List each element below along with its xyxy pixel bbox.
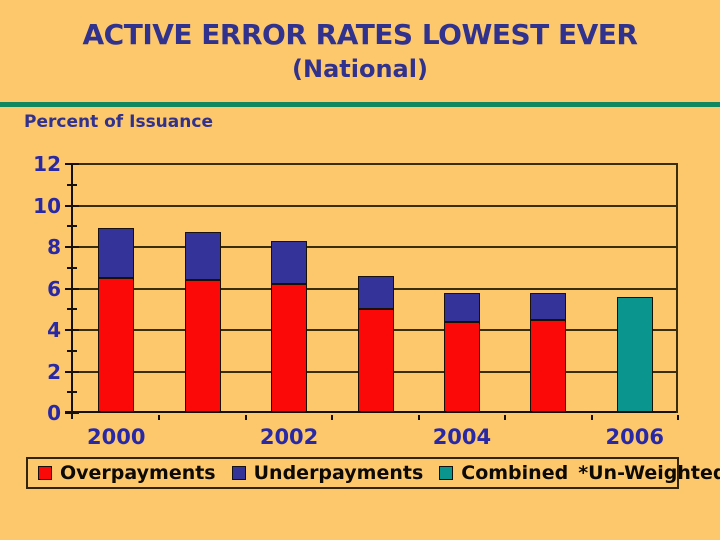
y-axis-label: 6 <box>47 276 61 301</box>
bar-segment-overpayments-2004 <box>443 321 480 413</box>
x-axis-label: 2004 <box>432 425 492 449</box>
x-axis-tick <box>331 415 334 420</box>
x-axis-tick <box>504 415 507 420</box>
bar-segment-underpayments-2005 <box>530 292 567 320</box>
underpayments-swatch-icon <box>231 466 246 480</box>
chart-legend: Overpayments Underpayments Combined *Un-… <box>26 457 720 489</box>
y-axis-label: 2 <box>47 359 61 384</box>
unweighted-note: *Un-Weighted <box>578 462 720 484</box>
bar-segment-underpayments-2003 <box>357 276 394 310</box>
x-axis-tick <box>244 415 247 420</box>
bar-segment-underpayments-2001 <box>184 232 221 281</box>
x-axis-tick <box>417 415 420 420</box>
bar-segment-overpayments-2002 <box>271 284 308 413</box>
gridline <box>73 204 678 207</box>
page-title: ACTIVE ERROR RATES LOWEST EVER <box>82 18 639 51</box>
legend-label-underpayments: Underpayments <box>253 462 424 484</box>
bar-segment-overpayments-2000 <box>98 278 135 413</box>
x-axis-label: 2002 <box>259 425 319 449</box>
legend-label-overpayments: Overpayments <box>60 462 216 484</box>
overpayments-swatch-icon <box>38 466 52 480</box>
bar-segment-overpayments-2005 <box>530 319 567 413</box>
y-axis-line <box>71 164 73 419</box>
x-axis-label: 2000 <box>86 425 146 449</box>
y-axis-label: 4 <box>47 318 61 342</box>
x-axis-label: 2006 <box>605 425 664 449</box>
y-axis-label: 12 <box>33 152 61 176</box>
x-axis-tick <box>677 415 679 420</box>
bar-segment-combined-2006 <box>616 296 653 413</box>
bar-segment-underpayments-2004 <box>443 292 480 322</box>
y-axis-label: 8 <box>47 235 61 259</box>
divider-line <box>0 102 720 107</box>
y-axis-caption: Percent of Issuance <box>24 112 213 132</box>
legend-label-combined: Combined <box>461 462 569 484</box>
bar-segment-overpayments-2001 <box>184 280 221 413</box>
y-axis-label: 10 <box>33 193 61 218</box>
gridline <box>73 246 678 248</box>
bar-chart: 0 2 4 6 8 10 12 2000 2002 2004 2006 <box>33 152 679 449</box>
bar-segment-underpayments-2002 <box>271 240 308 285</box>
combined-swatch-icon <box>439 466 454 480</box>
page-subtitle: (National) <box>292 55 428 83</box>
bar-segment-underpayments-2000 <box>98 228 135 279</box>
y-axis-label: 0 <box>47 401 61 425</box>
gridline <box>73 163 678 165</box>
bar-segment-overpayments-2003 <box>357 309 394 413</box>
x-axis-line <box>65 411 678 413</box>
x-axis-tick <box>158 415 161 420</box>
x-axis-tick <box>590 415 593 420</box>
plot-right-border <box>676 164 678 413</box>
